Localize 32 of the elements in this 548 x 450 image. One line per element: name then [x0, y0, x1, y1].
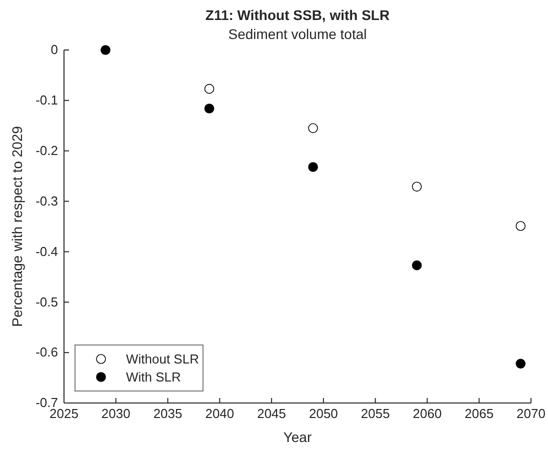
point: [308, 123, 318, 134]
y-tick-label: -0.5: [36, 294, 58, 310]
y-tick-label: -0.2: [36, 143, 58, 158]
x-axis-title: Year: [283, 429, 312, 445]
point: [516, 221, 526, 231]
y-tick-label: 0: [50, 42, 58, 58]
x-tick-label: 2040: [205, 406, 234, 422]
point: [516, 358, 526, 369]
point: [412, 260, 422, 270]
y-tick-label: -0.3: [36, 193, 58, 208]
y-tick-label: -0.4: [36, 244, 58, 259]
legend-label: With SLR: [126, 370, 181, 385]
x-tick-label: 2050: [308, 406, 338, 422]
point: [412, 182, 422, 192]
legend-label: Without SLR: [126, 352, 199, 367]
y-axis-title: Percentage with respect to 2029: [9, 126, 25, 327]
y-tick-label: -0.1: [36, 92, 58, 108]
chart-subtitle: Sediment volume total: [228, 26, 367, 42]
point: [204, 104, 214, 114]
x-tick-label: 2070: [516, 406, 546, 422]
chart-title: Z11: Without SSB, with SLR: [205, 7, 390, 23]
x-tick-label: 2025: [50, 406, 78, 422]
x-tick-label: 2055: [360, 406, 390, 422]
point: [308, 162, 318, 172]
x-tick-label: 2045: [257, 406, 286, 422]
x-tick-label: 2065: [464, 406, 494, 422]
y-tick-label: -0.6: [36, 344, 58, 360]
point: [204, 84, 214, 94]
x-tick-label: 2060: [412, 406, 442, 422]
x-tick-label: 2035: [153, 406, 182, 422]
x-tick-label: 2030: [101, 406, 130, 422]
point: [100, 45, 110, 55]
